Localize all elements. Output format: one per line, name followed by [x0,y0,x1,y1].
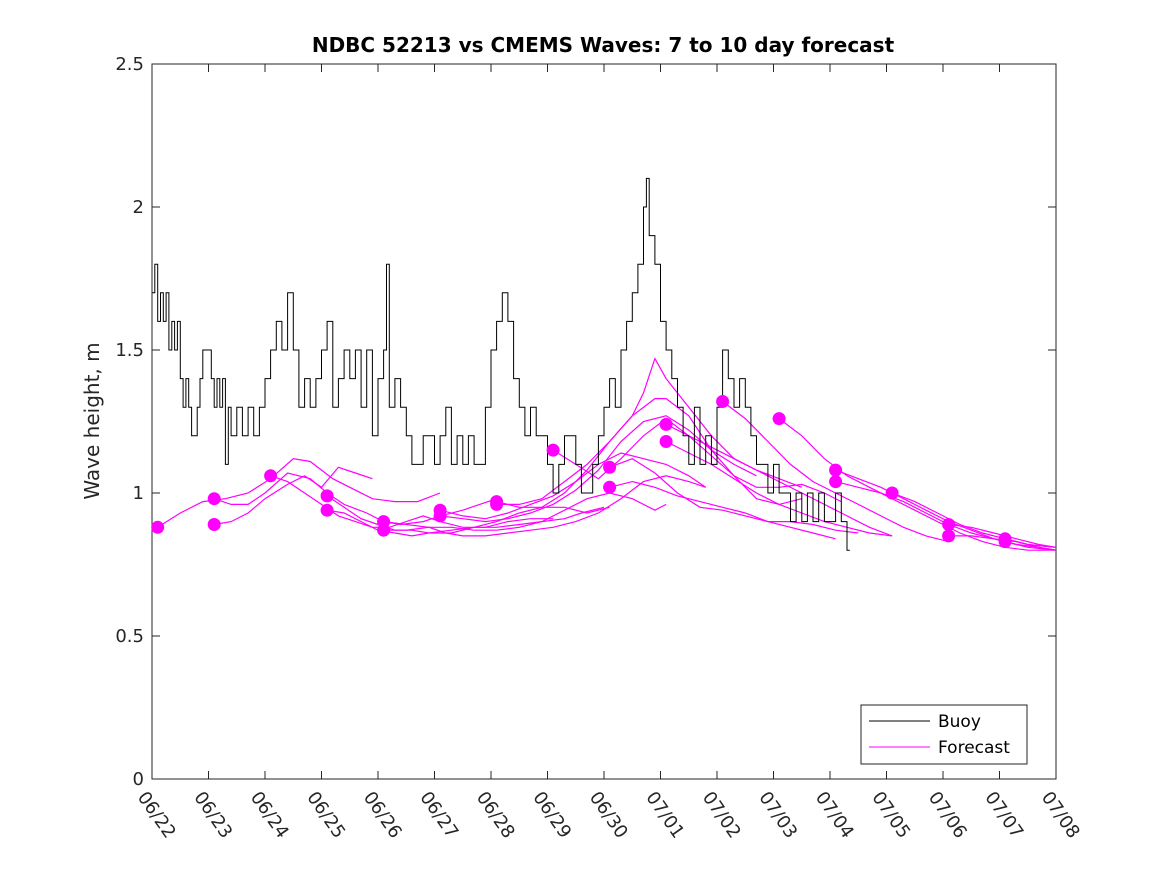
forecast-start-marker [716,395,730,408]
forecast-start-marker [659,435,673,448]
x-tick-label: 07/02 [698,788,745,843]
forecast-line [1004,541,1057,551]
forecast-start-marker [377,523,391,537]
forecast-line [327,506,605,537]
y-axis-label: Wave height, m [80,342,104,499]
forecast-start-marker [207,492,221,506]
forecast-start-marker [659,417,673,431]
chart-title: NDBC 52213 vs CMEMS Waves: 7 to 10 day f… [312,33,895,57]
forecast-start-marker [207,518,221,531]
forecast-start-marker [942,529,956,543]
forecast-line [1004,538,1057,548]
x-tick-label: 06/24 [246,788,293,843]
y-tick-label: 2.5 [115,54,144,75]
x-tick-label: 06/23 [189,788,236,843]
y-tick-label: 0.5 [115,626,144,647]
forecast-start-marker [829,475,843,489]
forecast-line [440,415,757,523]
forecast-start-marker [942,518,956,531]
legend-forecast-label: Forecast [938,738,1010,758]
forecast-line [891,492,1057,548]
y-tick-label: 1.5 [115,340,144,361]
forecast-line [609,458,859,534]
forecast-start-marker [320,489,334,503]
x-tick-label: 07/05 [867,788,914,843]
x-tick-label: 07/03 [754,788,801,843]
forecast-start-marker [772,412,786,426]
forecast-line [383,475,706,537]
forecast-line [326,495,610,534]
forecast-start-marker [829,463,843,477]
forecast-start-marker [603,460,617,474]
legend: Buoy Forecast [860,704,1028,765]
legend-buoy-label: Buoy [938,712,981,732]
forecast-start-marker [151,520,165,534]
x-tick-label: 06/28 [472,788,519,843]
forecast-line [496,357,803,508]
forecast-start-marker [433,509,447,523]
x-tick-label: 07/04 [811,788,858,843]
forecast-line [665,440,893,537]
x-tick-label: 06/30 [585,788,632,843]
forecast-line [383,492,667,531]
buoy-line [152,177,850,551]
x-tick-label: 06/26 [359,788,406,843]
x-tick-label: 07/08 [1037,788,1084,843]
forecast-start-marker [603,480,617,494]
x-tick-label: 06/29 [528,788,575,843]
forecast-line [552,417,842,503]
forecast-line [496,398,802,506]
forecast-line [270,475,554,528]
forecast-start-marker [885,486,899,500]
legend-box [860,704,1028,765]
forecast-line [214,472,497,526]
x-tick-label: 06/25 [302,788,349,843]
forecast-start-marker [320,503,334,517]
forecast-line [214,466,373,526]
x-tick-label: 06/22 [133,788,180,843]
x-tick-label: 07/06 [924,788,971,843]
forecast-start-marker [264,469,278,483]
forecast-line [778,418,1056,551]
forecast-line [609,480,836,540]
x-tick-label: 07/01 [641,788,688,843]
y-tick-label: 2 [133,197,144,218]
x-tick-label: 06/27 [415,788,462,843]
x-tick-label: 07/07 [980,788,1027,843]
forecast-start-marker [998,535,1012,549]
forecast-line [157,458,441,528]
y-tick-label: 1 [133,483,144,504]
forecast-start-marker [546,443,560,457]
y-tick-label: 0 [133,769,144,790]
forecast-start-marker [490,497,504,511]
